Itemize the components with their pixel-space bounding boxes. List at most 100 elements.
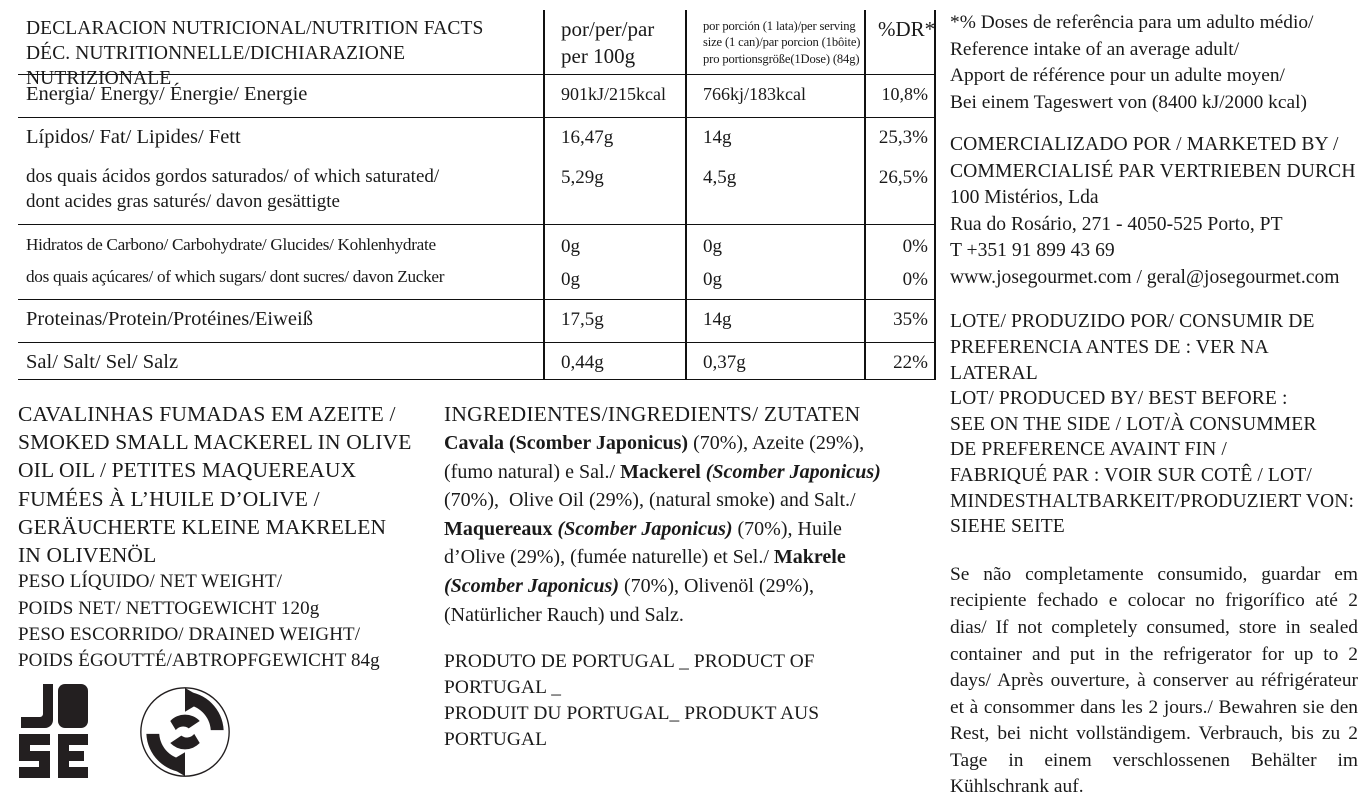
table-row-energy: Energia/ Energy/ Énergie/ Energie 901kJ/… <box>18 75 936 118</box>
row-label-protein: Proteinas/Protein/Protéines/Eiweiß <box>26 308 313 330</box>
reference-intake-line-4: Bei einem Tageswert von (8400 kJ/2000 kc… <box>950 91 1307 113</box>
green-dot-recycling-icon <box>140 687 230 777</box>
row-label-saturated-line-1: dos quais ácidos gordos saturados/ of wh… <box>26 166 440 187</box>
column-header-per-serving: por porción (1 lata)/per serving size (1… <box>693 10 872 67</box>
energy-per-serving: 766kj/183kcal <box>703 84 806 104</box>
product-title-line-5: GERÄUCHERTE KLEINE MAKRELEN <box>18 514 387 539</box>
origin-line-2: PRODUIT DU PORTUGAL_ PRODUKT AUS PORTUGA… <box>444 703 820 751</box>
row-label-carb-group: Hidratos de Carbono/ Carbohydrate/ Gluci… <box>26 225 538 289</box>
ingredients-text: Cavala (Scomber Japonicus) (70%), Azeite… <box>444 432 881 626</box>
table-title-line-2: DÉC. NUTRITIONNELLE/DICHIARAZIONE NUTRIZ… <box>26 43 406 89</box>
reference-intake-line-2: Reference intake of an average adult/ <box>950 38 1240 60</box>
lot-line-5: DE PREFERENCE AVAINT FIN / <box>950 439 1227 461</box>
row-label-energy: Energia/ Energy/ Énergie/ Energie <box>26 83 308 105</box>
col-100g-line-2: per 100g <box>561 44 636 68</box>
table-title-cell: DECLARACION NUTRICIONAL/NUTRITION FACTS … <box>26 10 538 91</box>
marketer-company: 100 Mistérios, Lda <box>950 187 1099 209</box>
marketer-heading-line-1: COMERCIALIZADO POR / MARKETED BY / <box>950 134 1339 156</box>
sugars-per-serving: 0g <box>703 269 722 290</box>
fat-values-100g: 16,47g 5,29g <box>551 118 693 191</box>
storage-instructions: Se não completamente consumido, guardar … <box>950 563 1358 798</box>
lot-line-8: SIEHE SEITE <box>950 516 1065 538</box>
table-column-divider-3 <box>864 10 866 380</box>
lot-line-6: FABRIQUÉ PAR : VOIR SUR COTÊ / LOT/ <box>950 464 1312 486</box>
nutrition-facts-table: DECLARACION NUTRICIONAL/NUTRITION FACTS … <box>18 10 936 380</box>
carbohydrate-dr: 0% <box>902 236 928 257</box>
col-100g-line-1: por/per/par <box>561 17 655 41</box>
carbohydrate-per-serving: 0g <box>703 236 722 257</box>
table-column-divider-2 <box>685 10 687 380</box>
marketer-block: COMERCIALIZADO POR / MARKETED BY / COMME… <box>950 132 1358 291</box>
row-label-sugars: dos quais açúcares/ of which sugars/ don… <box>26 267 445 286</box>
lot-line-3: LOT/ PRODUCED BY/ BEST BEFORE : <box>950 388 1288 410</box>
product-title-line-4: FUMÉES À L’HUILE D’OLIVE / <box>18 486 320 511</box>
col-serving-line-2: size (1 can)/par porcion (1bôite) <box>703 35 861 50</box>
origin-line-1: PRODUTO DE PORTUGAL _ PRODUCT OF PORTUGA… <box>444 651 815 699</box>
lot-line-1: LOTE/ PRODUZIDO POR/ CONSUMIR DE <box>950 311 1315 333</box>
saturated-dr: 26,5% <box>878 167 928 188</box>
marketer-phone: T +351 91 899 43 69 <box>950 240 1115 262</box>
carb-values-100g: 0g 0g <box>551 225 693 293</box>
row-label-saturated: dos quais ácidos gordos saturados/ of wh… <box>26 164 538 214</box>
product-title-line-2: SMOKED SMALL MACKEREL IN OLIVE <box>18 430 412 455</box>
ingredients-heading: INGREDIENTES/INGREDIENTS/ ZUTATEN <box>444 402 861 426</box>
product-title-line-6: IN OLIVENÖL <box>18 543 157 568</box>
table-row-carbohydrate: Hidratos de Carbono/ Carbohydrate/ Gluci… <box>18 225 936 300</box>
salt-dr: 22% <box>893 352 928 373</box>
row-label-carbohydrate: Hidratos de Carbono/ Carbohydrate/ Gluci… <box>26 235 436 254</box>
product-description-block: CAVALINHAS FUMADAS EM AZEITE / SMOKED SM… <box>18 400 430 675</box>
protein-per-serving: 14g <box>703 309 732 330</box>
row-label-saturated-line-2: dont acides gras saturés/ davon gesättig… <box>26 191 340 212</box>
product-title-line-1: CAVALINHAS FUMADAS EM AZEITE / <box>18 402 396 426</box>
salt-per-100g: 0,44g <box>561 352 604 373</box>
drained-weight-line-1: PESO ESCORRIDO/ DRAINED WEIGHT/ <box>18 624 361 646</box>
fat-values-dr: 25,3% 26,5% <box>872 118 936 191</box>
net-weight-line-1: PESO LÍQUIDO/ NET WEIGHT/ <box>18 571 283 593</box>
ingredients-block: INGREDIENTES/INGREDIENTS/ ZUTATEN Cavala… <box>444 400 906 753</box>
right-info-column: *% Doses de referência para um adulto mé… <box>950 10 1358 801</box>
product-title: CAVALINHAS FUMADAS EM AZEITE / SMOKED SM… <box>18 400 430 569</box>
salt-per-serving: 0,37g <box>703 352 746 373</box>
fat-per-serving: 14g <box>703 127 732 148</box>
marketer-address: Rua do Rosário, 271 - 4050-525 Porto, PT <box>950 213 1283 235</box>
fat-per-100g: 16,47g <box>561 127 614 148</box>
row-label-fat-group: Lípidos/ Fat/ Lipides/ Fett dos quais ác… <box>26 118 538 214</box>
marketer-web-email: www.josegourmet.com / geral@josegourmet.… <box>950 266 1340 288</box>
col-serving-line-1: por porción (1 lata)/per serving <box>703 19 856 33</box>
carb-values-serving: 0g 0g <box>693 225 872 293</box>
logo-row <box>16 684 236 780</box>
table-row-fat: Lípidos/ Fat/ Lipides/ Fett dos quais ác… <box>18 118 936 225</box>
col-serving-line-3: pro portionsgröße(1Dose) (84g) <box>703 51 860 66</box>
reference-intake-note: *% Doses de referência para um adulto mé… <box>950 10 1358 116</box>
sugars-per-100g: 0g <box>561 269 580 290</box>
net-weight-line-2: POIDS NET/ NETTOGEWICHT 120g <box>18 597 320 619</box>
product-title-line-3: OIL OIL / PETITES MAQUEREAUX <box>18 458 357 483</box>
jose-brand-logo <box>19 684 88 778</box>
protein-dr: 35% <box>893 309 928 330</box>
fat-dr: 25,3% <box>878 127 928 148</box>
protein-per-100g: 17,5g <box>561 309 604 330</box>
sugars-dr: 0% <box>902 269 928 290</box>
saturated-per-serving: 4,5g <box>703 167 737 188</box>
lot-line-4: SEE ON THE SIDE / LOT/À CONSUMMER <box>950 413 1317 435</box>
table-right-border <box>934 10 936 380</box>
carb-values-dr: 0% 0% <box>872 225 936 293</box>
row-label-salt: Sal/ Salt/ Sel/ Salz <box>26 351 179 373</box>
lot-best-before-block: LOTE/ PRODUZIDO POR/ CONSUMIR DE PREFERE… <box>950 309 1358 539</box>
carbohydrate-per-100g: 0g <box>561 236 580 257</box>
reference-intake-line-1: *% Doses de referência para um adulto mé… <box>950 12 1314 33</box>
fat-values-serving: 14g 4,5g <box>693 118 872 191</box>
column-header-dr: %DR* <box>878 17 936 41</box>
marketer-heading-line-2: COMMERCIALISÉ PAR VERTRIEBEN DURCH <box>950 160 1356 182</box>
column-header-per-100g: por/per/par per 100g <box>551 10 693 70</box>
lot-line-7: MINDESTHALTBARKEIT/PRODUZIERT VON: <box>950 490 1355 512</box>
table-column-divider-1 <box>543 10 545 380</box>
reference-intake-line-3: Apport de référence pour un adulte moyen… <box>950 65 1285 87</box>
energy-per-100g: 901kJ/215kcal <box>561 84 666 104</box>
origin-text: PRODUTO DE PORTUGAL _ PRODUCT OF PORTUGA… <box>444 649 906 753</box>
table-row-protein: Proteinas/Protein/Protéines/Eiweiß 17,5g… <box>18 300 936 343</box>
energy-dr: 10,8% <box>881 84 929 104</box>
table-row-salt: Sal/ Salt/ Sel/ Salz 0,44g 0,37g 22% <box>18 343 936 380</box>
lot-line-2: PREFERENCIA ANTES DE : VER NA LATERAL <box>950 336 1268 384</box>
table-header-row: DECLARACION NUTRICIONAL/NUTRITION FACTS … <box>18 10 936 89</box>
